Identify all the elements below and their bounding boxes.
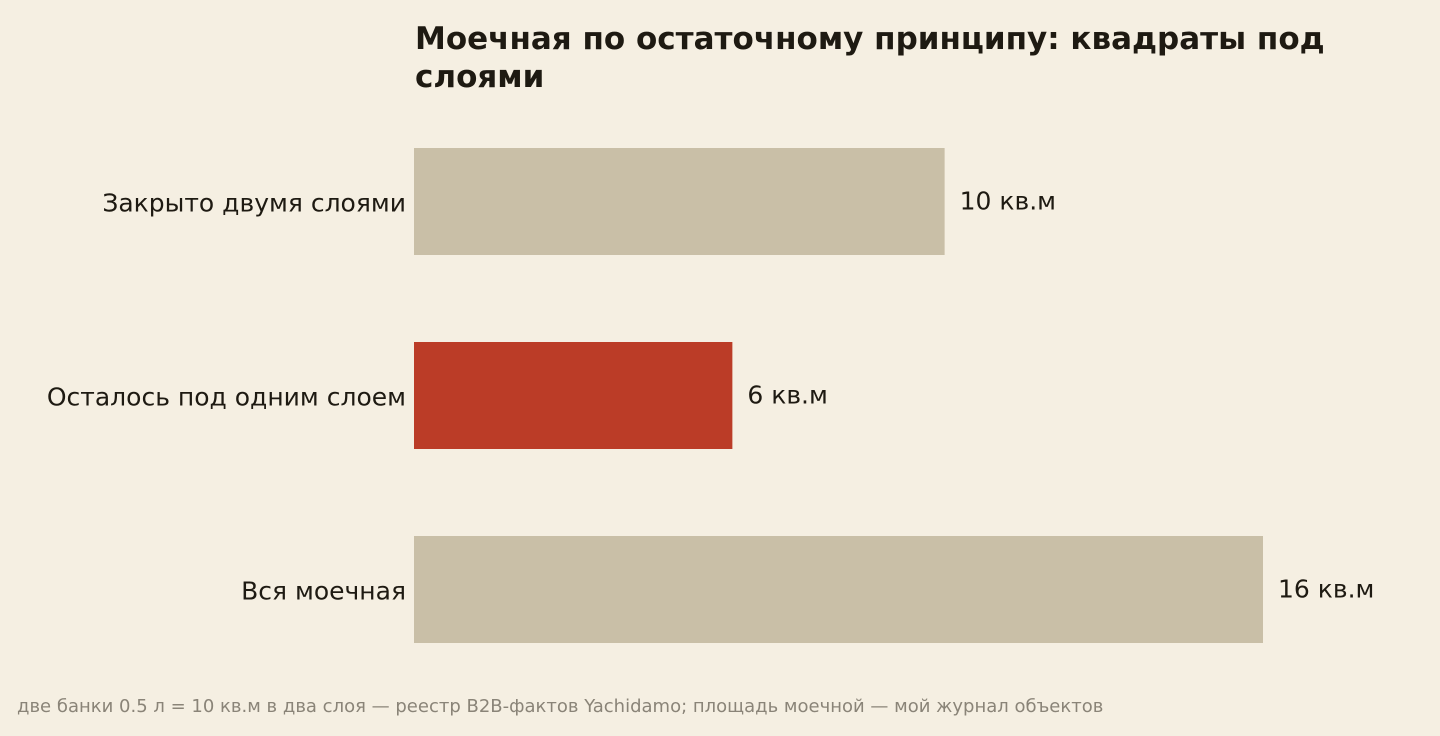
value-label: 6 кв.м (747, 381, 828, 410)
category-label: Вся моечная (241, 577, 406, 606)
bar-3 (414, 536, 1263, 643)
bar-1 (414, 148, 945, 255)
chart-title: Моечная по остаточному принципу: квадрат… (415, 21, 1325, 95)
source-footnote: две банки 0.5 л = 10 кв.м в два слоя — р… (17, 696, 1104, 717)
bars-layer: Закрыто двумя слоями 10 кв.м Осталось под … (47, 148, 1374, 643)
bar-2 (414, 342, 733, 449)
value-label: 16 кв.м (1278, 575, 1374, 604)
category-label: Осталось под одним слоем (47, 383, 406, 412)
value-label: 10 кв.м (960, 187, 1056, 216)
category-label: Закрыто двумя слоями (102, 189, 406, 218)
